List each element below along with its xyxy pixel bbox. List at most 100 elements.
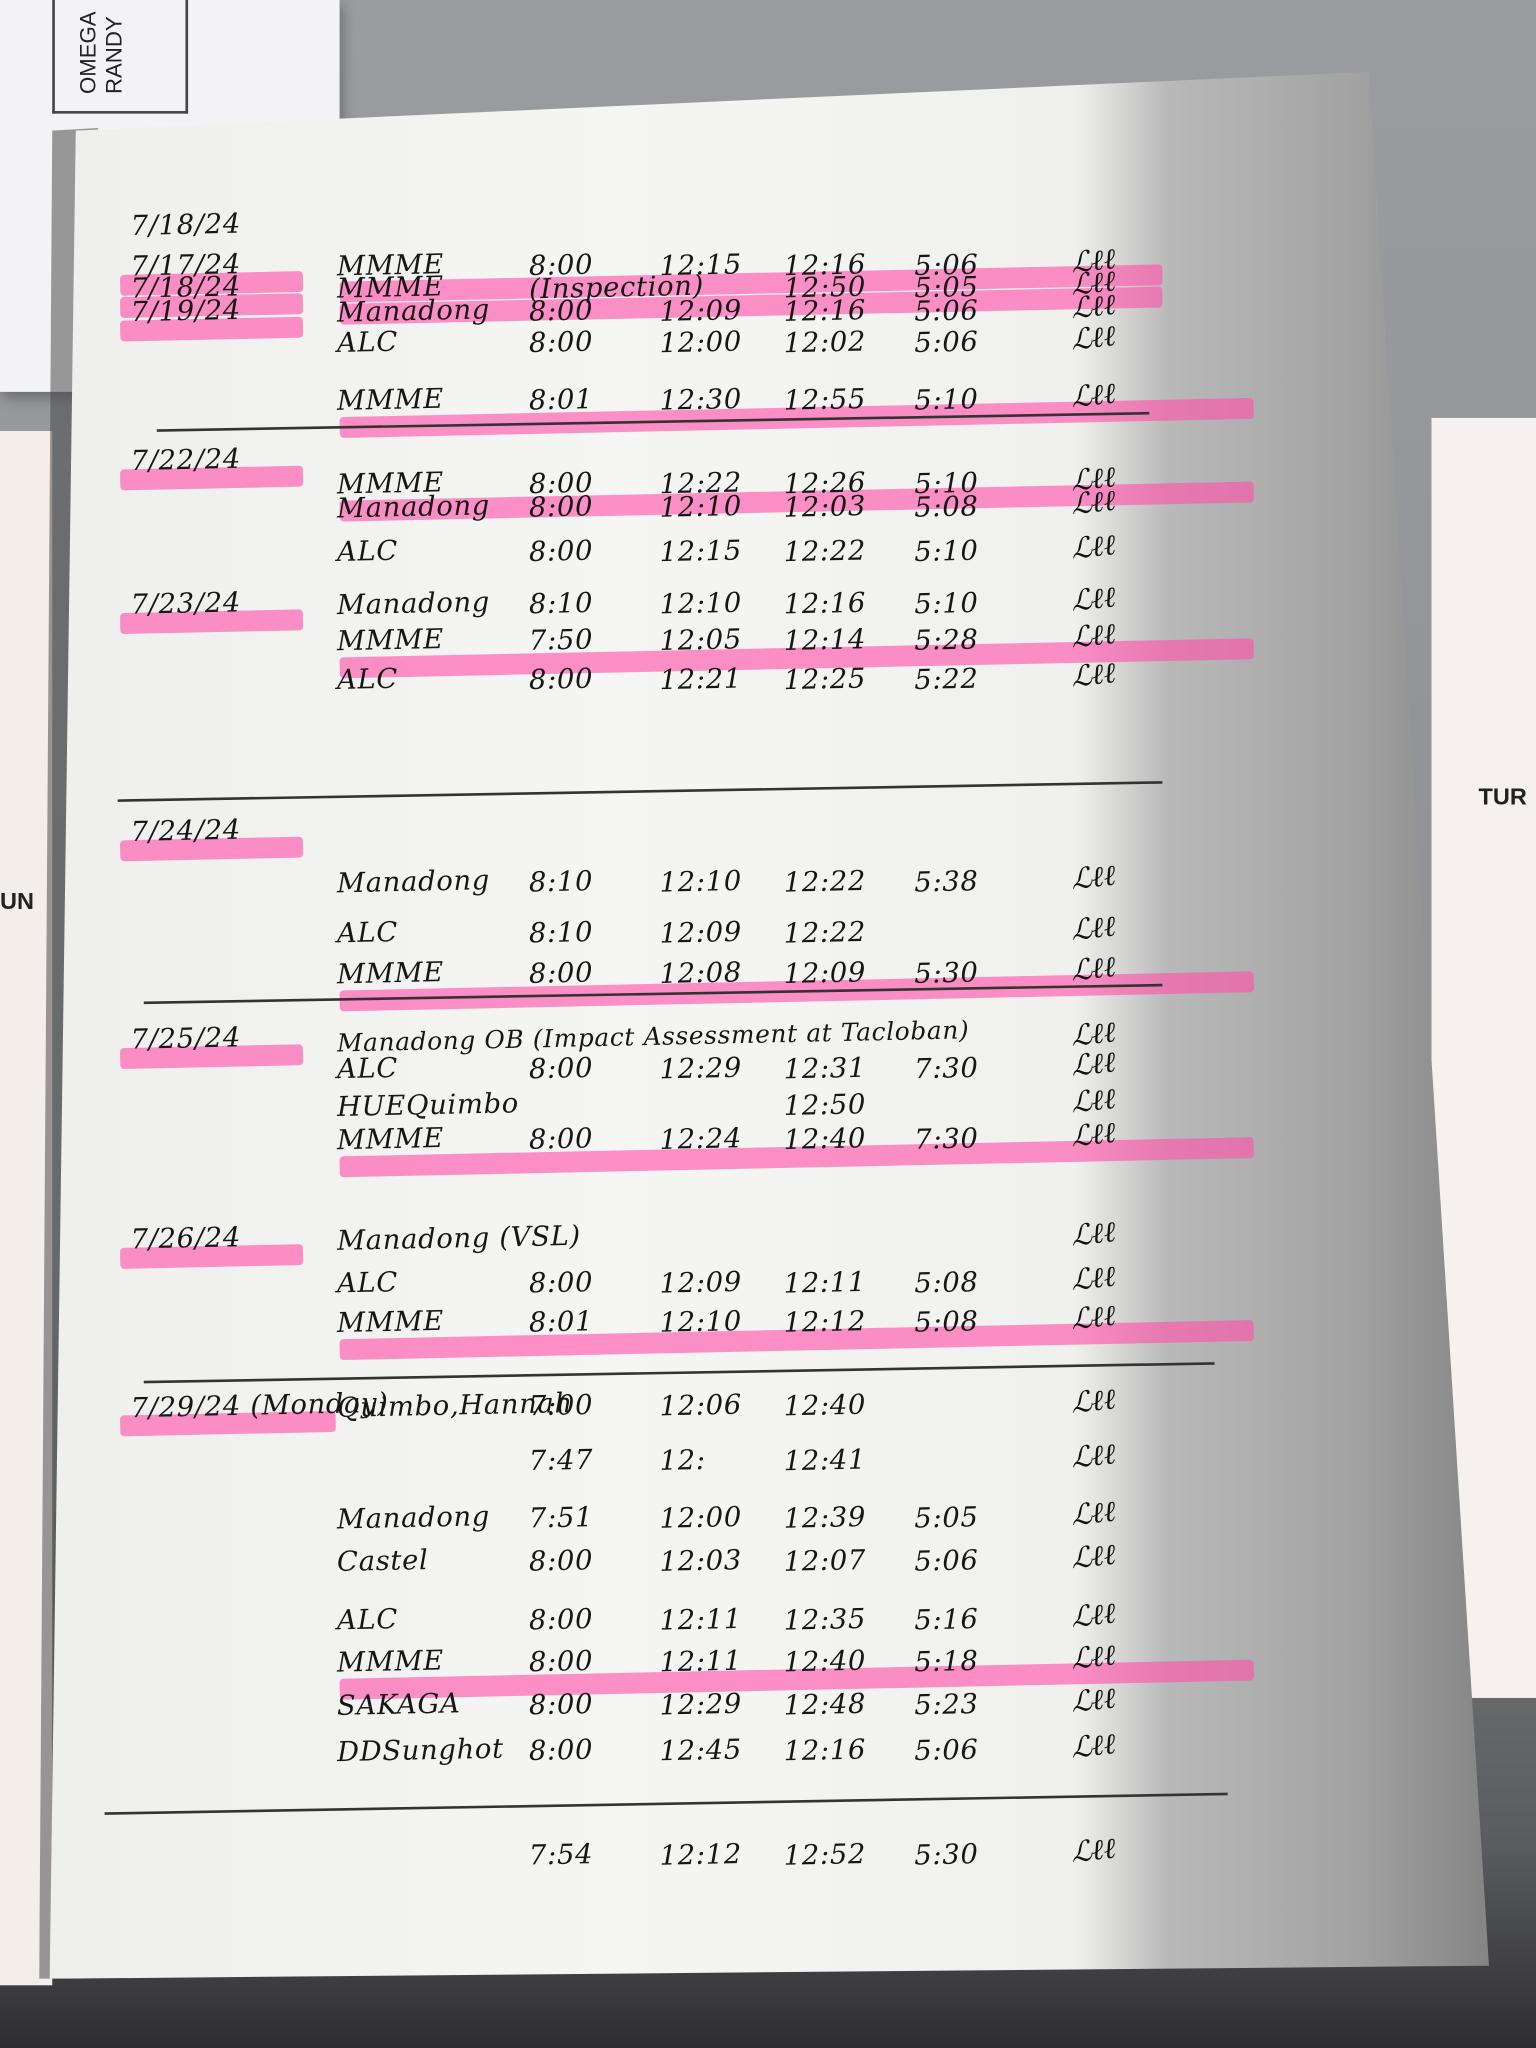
- signature-mark: ℒℓℓ: [1069, 1046, 1118, 1084]
- log-lunch-out: 12:: [659, 1444, 707, 1477]
- log-name: MMME: [336, 956, 445, 990]
- log-time-in: 8:00: [528, 956, 594, 990]
- log-lunch-in: 12:40: [783, 1644, 867, 1678]
- signature-mark: ℒℓℓ: [1069, 657, 1118, 695]
- log-time-out: 5:28: [913, 623, 979, 657]
- log-name: ALC: [336, 1603, 399, 1636]
- signature-mark: ℒℓℓ: [1069, 1538, 1118, 1577]
- log-time-out: 7:30: [913, 1052, 979, 1085]
- log-lunch-in: 12:14: [783, 623, 867, 657]
- log-name: MMME: [336, 623, 445, 657]
- signature-mark: ℒℓℓ: [1069, 618, 1118, 656]
- log-date: 7/26/24: [130, 1221, 242, 1256]
- signature-mark: ℒℓℓ: [1069, 1299, 1118, 1338]
- folder-label-box: [52, 0, 189, 114]
- log-name: ALC: [336, 325, 399, 359]
- log-time-in: 8:00: [528, 490, 594, 524]
- side-card-right-text: TUR: [1478, 783, 1527, 810]
- log-time-out: 5:22: [913, 662, 979, 696]
- log-lunch-in: 12:39: [783, 1501, 867, 1535]
- log-time-out: 5:18: [913, 1645, 979, 1678]
- log-name: ALC: [336, 534, 399, 568]
- log-name: ALC: [336, 916, 399, 949]
- log-lunch-in: 12:40: [783, 1122, 867, 1156]
- log-name: Manadong (VSL): [336, 1219, 582, 1257]
- side-card-left-text: UN: [0, 888, 34, 915]
- log-lunch-in: 12:09: [783, 956, 867, 990]
- log-lunch-in: 12:31: [783, 1051, 867, 1085]
- log-time-in: 7:54: [528, 1838, 594, 1872]
- log-lunch-out: 12:12: [659, 1838, 743, 1872]
- log-name: Manadong: [336, 864, 491, 899]
- log-lunch-in: 12:22: [783, 916, 867, 950]
- log-name: Castel: [336, 1544, 429, 1578]
- log-lunch-out: 12:09: [659, 294, 743, 328]
- log-time-out: 5:08: [913, 490, 979, 524]
- log-time-out: 5:38: [913, 865, 979, 898]
- log-name: Manadong: [336, 293, 491, 329]
- log-lunch-out: 12:29: [659, 1051, 743, 1085]
- log-date: 7/19/24: [130, 294, 242, 328]
- log-time-out: 5:08: [913, 1305, 979, 1339]
- log-lunch-in: 12:52: [783, 1838, 867, 1872]
- log-time-in: 8:01: [528, 383, 594, 417]
- log-name: Manadong: [336, 489, 491, 525]
- log-name: MMME: [336, 1644, 445, 1679]
- log-lunch-in: 12:16: [783, 1733, 867, 1767]
- log-lunch-in: 12:22: [783, 534, 867, 568]
- log-lunch-out: 12:30: [659, 383, 743, 417]
- log-time-out: 5:06: [913, 325, 979, 359]
- log-time-in: 8:00: [528, 662, 594, 696]
- log-name: SAKAGA: [336, 1687, 461, 1722]
- log-name: MMME: [336, 382, 445, 417]
- log-date: 7/23/24: [130, 586, 242, 621]
- log-lunch-out: 12:09: [659, 1266, 743, 1300]
- signature-mark: ℒℓℓ: [1069, 377, 1118, 415]
- log-lunch-out: 12:00: [659, 1501, 743, 1535]
- log-lunch-out: 12:09: [659, 916, 743, 950]
- log-lunch-out: 12:11: [659, 1644, 743, 1678]
- log-date: 7/18/24: [130, 207, 242, 242]
- folder-label-text: OMEGA RANDY: [75, 11, 127, 95]
- log-time-in: 8:00: [528, 534, 594, 568]
- log-time-in: 8:00: [528, 1733, 594, 1767]
- signature-mark: ℒℓℓ: [1069, 951, 1118, 989]
- log-time-out: 5:23: [913, 1688, 979, 1721]
- signature-mark: ℒℓℓ: [1069, 910, 1118, 948]
- log-lunch-in: 12:16: [783, 586, 867, 620]
- log-lunch-out: 12:10: [659, 490, 743, 524]
- signature-mark: ℒℓℓ: [1069, 1832, 1118, 1870]
- log-time-out: 5:16: [913, 1603, 979, 1636]
- log-name: HUEQuimbo: [336, 1087, 520, 1123]
- log-name: DDSunghot: [336, 1732, 505, 1768]
- log-lunch-in: 12:55: [783, 383, 867, 417]
- signature-mark: ℒℓℓ: [1069, 1597, 1118, 1635]
- signature-mark: ℒℓℓ: [1069, 484, 1118, 523]
- log-lunch-in: 12:40: [783, 1388, 867, 1422]
- log-time-in: 8:10: [528, 587, 594, 620]
- signature-mark: ℒℓℓ: [1069, 1639, 1118, 1677]
- log-time-in: 8:01: [528, 1305, 594, 1339]
- signature-mark: ℒℓℓ: [1069, 1260, 1118, 1298]
- log-time-out: 7:30: [913, 1122, 979, 1156]
- log-time-in: 8:00: [528, 1266, 594, 1299]
- log-time-out: 5:10: [913, 587, 979, 620]
- log-lunch-in: 12:41: [783, 1443, 867, 1477]
- log-lunch-in: 12:35: [783, 1603, 867, 1637]
- log-name: MMME: [336, 1305, 445, 1339]
- log-time-out: 5:10: [913, 383, 979, 417]
- log-lunch-out: 12:10: [659, 1305, 743, 1339]
- signature-mark: ℒℓℓ: [1069, 320, 1118, 358]
- log-date: 7/24/24: [130, 813, 242, 848]
- log-time-in: 8:00: [528, 325, 594, 359]
- log-lunch-in: 12:07: [783, 1544, 867, 1578]
- log-time-in: 8:00: [528, 1052, 594, 1085]
- signature-mark: ℒℓℓ: [1069, 1117, 1118, 1155]
- log-name: Manadong: [336, 586, 491, 621]
- log-time-in: 8:00: [528, 1544, 594, 1578]
- log-name: Manadong: [336, 1500, 491, 1535]
- log-time-out: 5:06: [913, 1733, 979, 1767]
- signature-mark: ℒℓℓ: [1069, 581, 1118, 619]
- log-lunch-in: 12:03: [783, 490, 867, 524]
